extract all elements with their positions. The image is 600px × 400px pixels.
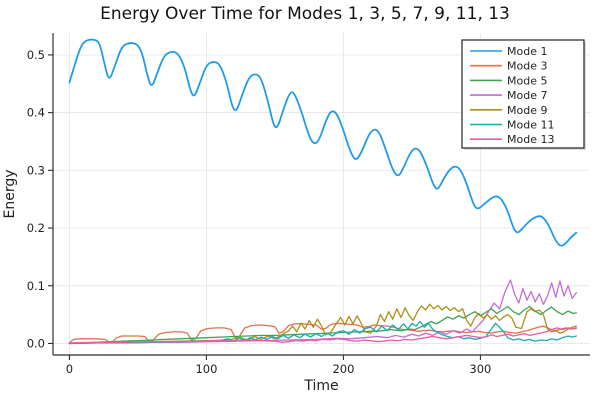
series-line-mode-9 (68, 303, 577, 345)
y-tick-label: 0.0 (27, 336, 45, 350)
series-line-mode-13 (68, 327, 577, 344)
legend-label: Mode 5 (507, 74, 547, 87)
legend-label: Mode 7 (507, 89, 547, 102)
y-tick-label: 0.2 (27, 221, 45, 235)
series-line-mode-3 (68, 322, 577, 344)
series-line-mode-1 (68, 38, 578, 247)
y-axis-label: Energy (2, 169, 18, 218)
x-tick-label: 200 (332, 362, 354, 376)
legend-label: Mode 13 (507, 133, 554, 146)
legend-label: Mode 9 (507, 104, 547, 117)
series-line-mode-11 (68, 320, 577, 345)
y-tick-label: 0.4 (27, 106, 45, 120)
legend-label: Mode 3 (507, 60, 547, 73)
y-tick-label: 0.3 (27, 163, 45, 177)
series-line-mode-7 (68, 279, 577, 345)
y-tick-label: 0.1 (27, 279, 45, 293)
chart-title: Energy Over Time for Modes 1, 3, 5, 7, 9… (100, 4, 510, 24)
legend-label: Mode 11 (507, 119, 554, 132)
legend-box (461, 39, 585, 149)
x-tick-label: 0 (66, 362, 73, 376)
x-axis-label: Time (303, 378, 338, 394)
y-tick-label: 0.5 (27, 48, 45, 62)
x-tick-label: 100 (195, 362, 217, 376)
x-tick-label: 300 (469, 362, 491, 376)
legend-label: Mode 1 (507, 45, 547, 58)
